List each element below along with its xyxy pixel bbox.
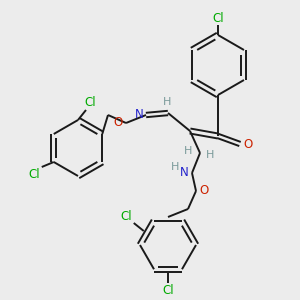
Text: H: H [206,150,214,160]
Text: O: O [113,116,123,130]
Text: H: H [163,97,171,107]
Text: O: O [200,184,208,197]
Text: Cl: Cl [120,209,132,223]
Text: Cl: Cl [212,11,224,25]
Text: Cl: Cl [162,284,174,298]
Text: N: N [180,167,188,179]
Text: H: H [184,146,192,156]
Text: Cl: Cl [84,97,96,110]
Text: O: O [243,137,253,151]
Text: Cl: Cl [28,167,40,181]
Text: N: N [135,107,143,121]
Text: H: H [171,162,179,172]
